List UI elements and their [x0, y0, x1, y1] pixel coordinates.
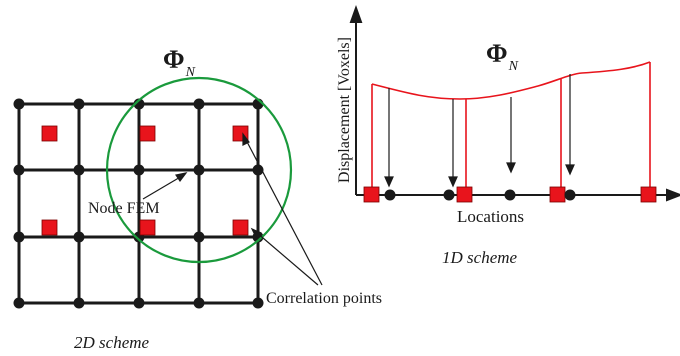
correlation-points-label: Correlation points	[266, 290, 382, 307]
shape-function-support-circle	[105, 76, 293, 264]
fem-node	[133, 297, 145, 309]
fem-node	[564, 189, 576, 201]
correlation-point	[640, 186, 657, 203]
fem-node	[73, 231, 85, 243]
caption-1d: 1D scheme	[442, 248, 518, 267]
correlation-point	[41, 219, 58, 236]
y-axis-1d	[349, 5, 363, 195]
correlation-arrows	[242, 132, 323, 286]
y-axis-label: Displacement [Voxels]	[336, 37, 353, 183]
fem-node	[384, 189, 396, 201]
fem-node	[13, 297, 25, 309]
fem-node	[73, 164, 85, 176]
fem-nodes-1d	[384, 189, 576, 201]
correlation-points-2d	[41, 125, 249, 236]
phi-symbol-2d: ΦN	[163, 45, 196, 80]
correlation-point	[456, 186, 473, 203]
correlation-point	[139, 125, 156, 142]
fem-node	[193, 98, 205, 110]
fem-node	[73, 297, 85, 309]
x-axis-label: Locations	[457, 207, 524, 226]
fem-node	[133, 164, 145, 176]
node-fem-label: Node FEM	[88, 200, 160, 217]
fem-nodes	[13, 98, 264, 309]
fem-node	[504, 189, 516, 201]
correlation-point	[549, 186, 566, 203]
correlation-point	[41, 125, 58, 142]
node-fem-arrow	[142, 172, 188, 200]
fem-node	[252, 297, 264, 309]
interpolation-arrows	[384, 74, 575, 188]
correlation-point	[139, 219, 156, 236]
correlation-point	[363, 186, 380, 203]
x-axis-1d	[356, 188, 680, 202]
shape-function-verticals	[371, 62, 651, 194]
caption-2d: 2D scheme	[74, 333, 150, 352]
displacement-curve	[371, 61, 651, 100]
correlation-point	[232, 219, 249, 236]
fem-node	[443, 189, 455, 201]
phi-symbol-1d: ΦN	[486, 39, 519, 74]
fem-node	[13, 98, 25, 110]
fem-node	[13, 231, 25, 243]
fem-node	[193, 297, 205, 309]
correlation-points-1d	[363, 186, 657, 203]
fem-node	[13, 164, 25, 176]
fem-node	[193, 231, 205, 243]
fem-node	[193, 164, 205, 176]
fem-node	[73, 98, 85, 110]
